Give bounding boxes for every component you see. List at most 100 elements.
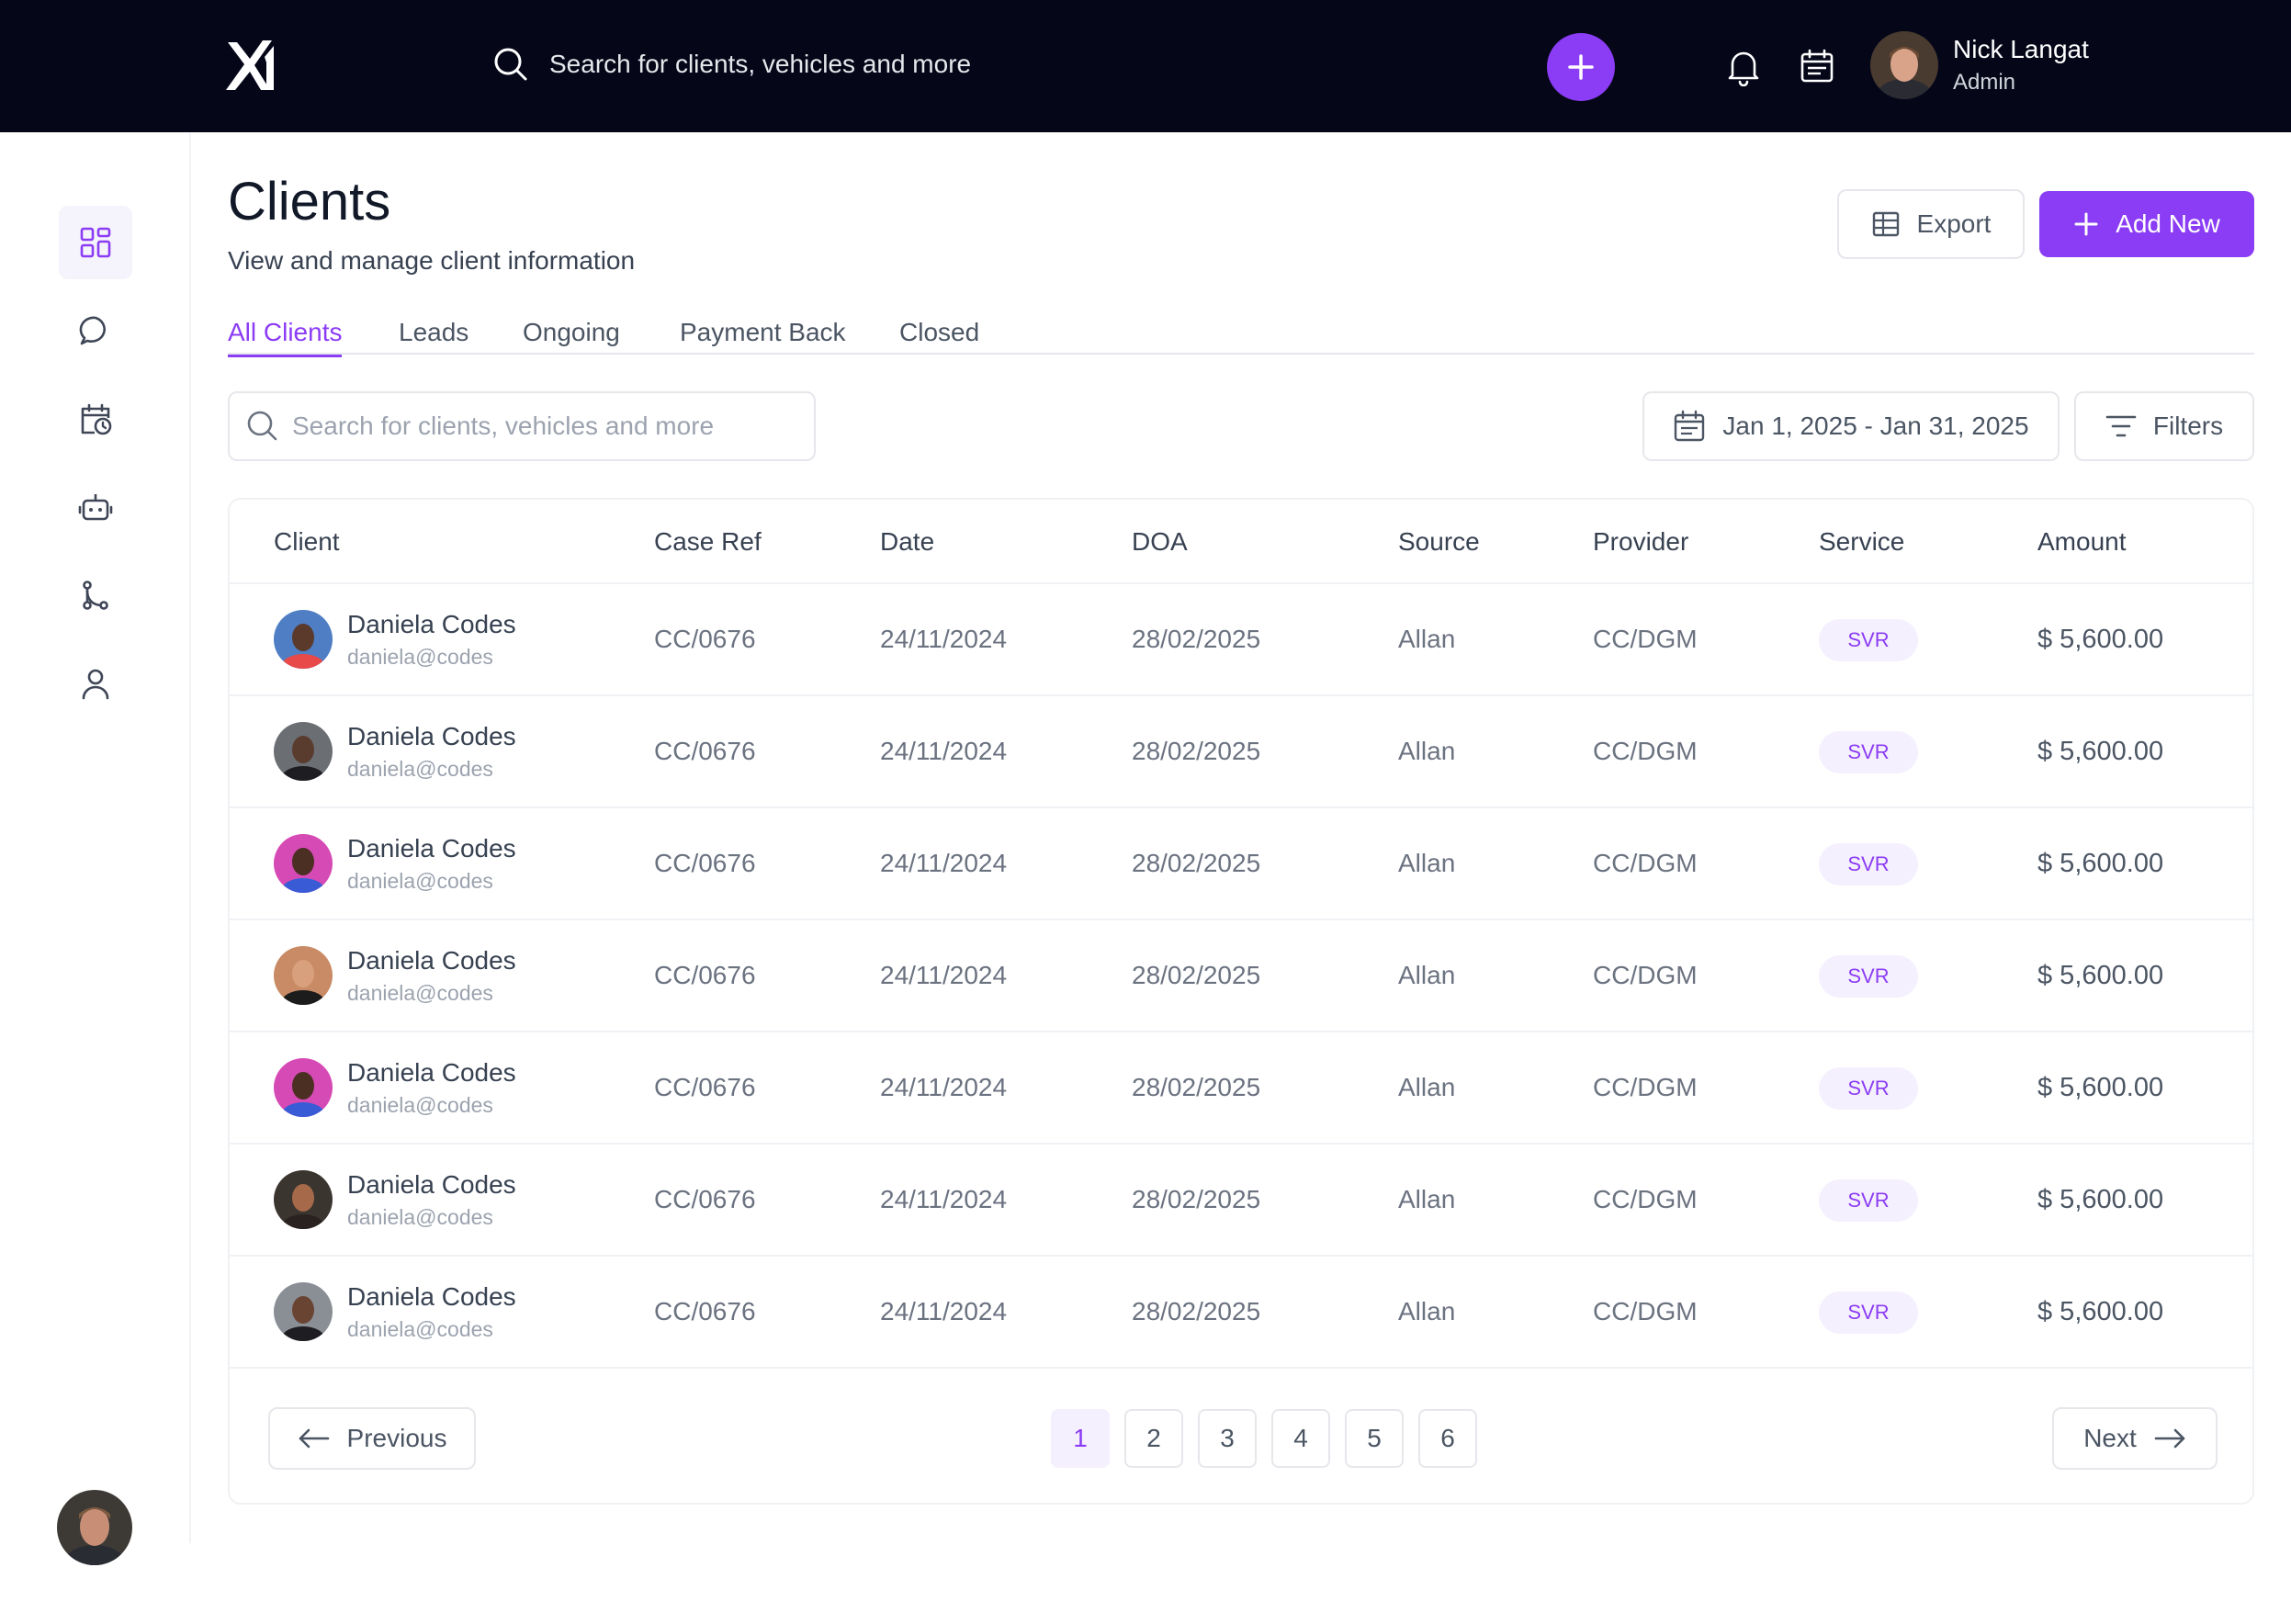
calendar-icon — [1675, 410, 1705, 442]
sidebar-item-workflows[interactable] — [59, 558, 132, 632]
chat-icon — [79, 316, 106, 345]
col-client[interactable]: Client — [274, 527, 340, 556]
sidebar-item-schedule[interactable] — [59, 382, 132, 456]
col-service[interactable]: Service — [1819, 527, 1905, 556]
table-row[interactable]: Daniela Codes daniela@codes CC/0676 24/11/2… — [230, 1145, 2252, 1257]
search-icon — [494, 48, 527, 81]
tab-leads[interactable]: Leads — [399, 318, 469, 346]
page-3-button[interactable]: 3 — [1198, 1409, 1257, 1468]
source-cell: Allan — [1398, 1297, 1456, 1325]
amount-cell: $ 5,600.00 — [2037, 1185, 2164, 1214]
client-avatar — [274, 722, 333, 781]
case-ref-cell: CC/0676 — [654, 625, 756, 653]
provider-cell: CC/DGM — [1593, 737, 1698, 765]
source-cell: Allan — [1398, 849, 1456, 877]
col-amount[interactable]: Amount — [2037, 527, 2127, 556]
client-email: daniela@codes — [347, 1093, 493, 1117]
client-name[interactable]: Daniela Codes — [347, 1282, 516, 1311]
tab-all-clients[interactable]: All Clients — [228, 318, 343, 357]
robot-icon — [78, 494, 113, 521]
sidebar-item-automation[interactable] — [59, 470, 132, 544]
top-navigation-bar: Search for clients, vehicles and more Ni… — [0, 0, 2291, 132]
client-email: daniela@codes — [347, 757, 493, 781]
client-search-input[interactable] — [292, 412, 807, 441]
clients-table: Client Case Ref Date DOA Source Provider… — [228, 498, 2254, 1505]
client-avatar — [274, 834, 333, 893]
service-badge: SVR — [1819, 619, 1918, 661]
table-row[interactable]: Daniela Codes daniela@codes CC/0676 24/11/2… — [230, 1257, 2252, 1369]
pagination: 1 2 3 4 5 6 — [1051, 1409, 1477, 1468]
page-1-button[interactable]: 1 — [1051, 1409, 1110, 1468]
source-cell: Allan — [1398, 625, 1456, 653]
add-new-button[interactable]: Add New — [2039, 191, 2254, 257]
calendar-icon[interactable] — [1799, 48, 1835, 85]
add-new-label: Add New — [2116, 209, 2220, 238]
page-6-button[interactable]: 6 — [1418, 1409, 1477, 1468]
page-title: Clients — [228, 172, 391, 231]
doa-cell: 28/02/2025 — [1132, 737, 1261, 765]
search-icon — [247, 411, 277, 441]
git-branch-icon — [83, 581, 108, 610]
previous-page-button[interactable]: Previous — [268, 1407, 476, 1470]
date-cell: 24/11/2024 — [880, 961, 1008, 989]
filters-button[interactable]: Filters — [2074, 391, 2254, 461]
quick-add-button[interactable] — [1547, 33, 1615, 101]
table-row[interactable]: Daniela Codes daniela@codes CC/0676 24/11/2… — [230, 920, 2252, 1032]
col-case-ref[interactable]: Case Ref — [654, 527, 762, 556]
sidebar-item-dashboard[interactable] — [59, 206, 132, 279]
service-badge: SVR — [1819, 1067, 1918, 1110]
service-badge: SVR — [1819, 843, 1918, 885]
amount-cell: $ 5,600.00 — [2037, 1073, 2164, 1102]
calendar-clock-icon — [81, 403, 112, 435]
doa-cell: 28/02/2025 — [1132, 1185, 1261, 1213]
date-range-picker[interactable]: Jan 1, 2025 - Jan 31, 2025 — [1642, 391, 2060, 461]
page-5-button[interactable]: 5 — [1345, 1409, 1404, 1468]
amount-cell: $ 5,600.00 — [2037, 1297, 2164, 1326]
global-search[interactable]: Search for clients, vehicles and more — [492, 46, 971, 83]
case-ref-cell: CC/0676 — [654, 849, 756, 877]
date-cell: 24/11/2024 — [880, 625, 1008, 653]
col-provider[interactable]: Provider — [1593, 527, 1689, 556]
bell-icon[interactable] — [1725, 48, 1762, 86]
case-ref-cell: CC/0676 — [654, 1185, 756, 1213]
export-button[interactable]: Export — [1837, 189, 2025, 259]
table-row[interactable]: Daniela Codes daniela@codes CC/0676 24/11/2… — [230, 584, 2252, 696]
user-name: Nick Langat — [1953, 35, 2089, 63]
col-date[interactable]: Date — [880, 527, 935, 556]
doa-cell: 28/02/2025 — [1132, 1073, 1261, 1101]
table-row[interactable]: Daniela Codes daniela@codes CC/0676 24/11/2… — [230, 808, 2252, 920]
user-info[interactable]: Nick Langat Admin — [1953, 35, 2089, 96]
client-name[interactable]: Daniela Codes — [347, 722, 516, 750]
amount-cell: $ 5,600.00 — [2037, 961, 2164, 990]
client-name[interactable]: Daniela Codes — [347, 834, 516, 863]
client-avatar — [274, 610, 333, 669]
client-name[interactable]: Daniela Codes — [347, 610, 516, 638]
client-email: daniela@codes — [347, 645, 493, 669]
sidebar-user-avatar[interactable] — [57, 1490, 132, 1565]
date-cell: 24/11/2024 — [880, 1185, 1008, 1213]
client-name[interactable]: Daniela Codes — [347, 946, 516, 975]
source-cell: Allan — [1398, 737, 1456, 765]
col-source[interactable]: Source — [1398, 527, 1480, 556]
case-ref-cell: CC/0676 — [654, 1297, 756, 1325]
user-avatar[interactable] — [1870, 31, 1938, 99]
client-avatar — [274, 1058, 333, 1117]
sidebar-item-profile[interactable] — [59, 647, 132, 720]
user-icon — [82, 669, 109, 700]
page-2-button[interactable]: 2 — [1124, 1409, 1183, 1468]
client-name[interactable]: Daniela Codes — [347, 1170, 516, 1199]
sidebar-item-messages[interactable] — [59, 294, 132, 367]
tab-payment-back[interactable]: Payment Back — [680, 318, 846, 346]
source-cell: Allan — [1398, 961, 1456, 989]
page-4-button[interactable]: 4 — [1271, 1409, 1330, 1468]
client-search[interactable] — [228, 391, 816, 461]
app-logo[interactable] — [224, 37, 276, 94]
table-row[interactable]: Daniela Codes daniela@codes CC/0676 24/11/2… — [230, 696, 2252, 808]
next-page-button[interactable]: Next — [2052, 1407, 2218, 1470]
col-doa[interactable]: DOA — [1132, 527, 1188, 556]
tab-closed[interactable]: Closed — [899, 318, 980, 346]
table-row[interactable]: Daniela Codes daniela@codes CC/0676 24/11/2… — [230, 1032, 2252, 1145]
tab-ongoing[interactable]: Ongoing — [523, 318, 620, 346]
arrow-right-icon — [2154, 1428, 2185, 1449]
client-name[interactable]: Daniela Codes — [347, 1058, 516, 1087]
